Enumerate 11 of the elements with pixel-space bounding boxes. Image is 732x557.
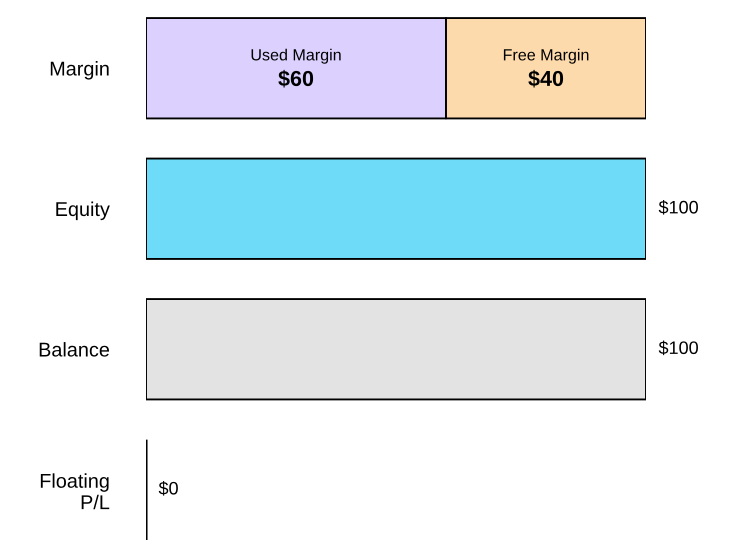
- data-label: $40: [528, 70, 564, 88]
- series-label: Used Margin: [252, 48, 341, 64]
- data-label: $60: [278, 70, 314, 88]
- data-label: $100: [658, 340, 698, 356]
- y-tick-label: Balance: [40, 342, 110, 357]
- y-tick-label: Margin: [50, 61, 109, 80]
- data-label: $100: [658, 200, 698, 215]
- y-tick-label: Equity: [56, 202, 110, 220]
- data-label: $0: [158, 481, 178, 496]
- series-label: Free Margin: [504, 48, 588, 64]
- y-tick-label: Floating P/L: [40, 473, 110, 510]
